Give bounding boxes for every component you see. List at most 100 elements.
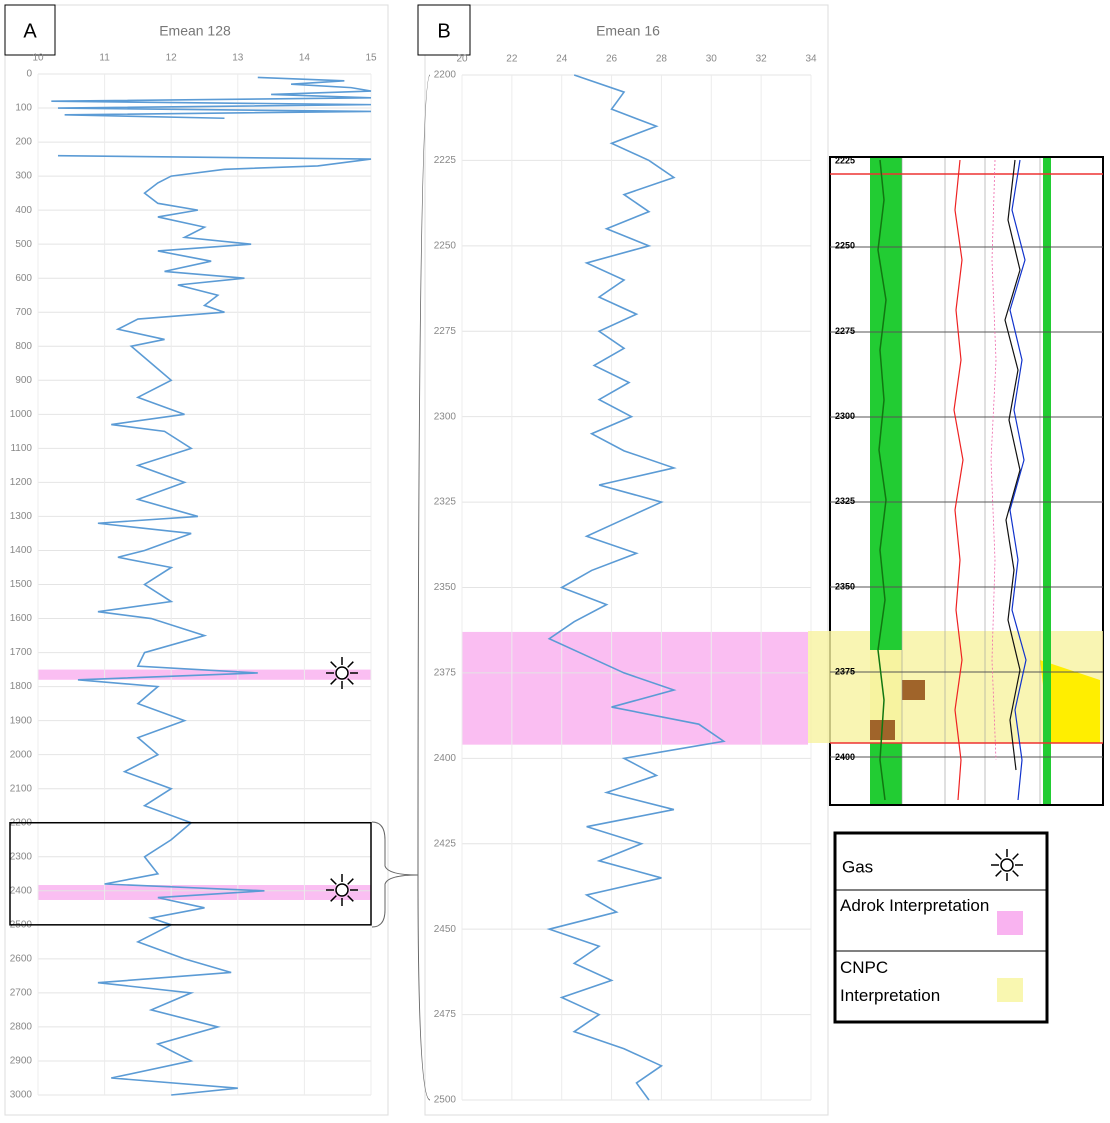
y-tick-label: 300 <box>15 171 32 182</box>
panel-label-box <box>417 4 471 56</box>
legend-label: Adrok Interpretation <box>840 896 990 915</box>
y-tick-label: 2900 <box>10 1056 33 1067</box>
y-tick-label: 200 <box>15 137 32 148</box>
x-tick-label: 32 <box>756 54 768 65</box>
gas-icon-ray <box>347 895 354 902</box>
y-tick-label: 2500 <box>434 1095 457 1106</box>
log-track <box>1043 158 1051 804</box>
well-log-depth: 2375 <box>835 667 855 677</box>
y-tick-label: 500 <box>15 239 32 250</box>
y-tick-label: 1700 <box>10 647 33 658</box>
adrok-band <box>38 885 371 900</box>
y-tick-label: 800 <box>15 341 32 352</box>
adrok-band <box>462 631 808 745</box>
gas-icon-ray <box>995 870 1002 877</box>
legend-label: CNPC Interpretation <box>840 958 941 1005</box>
well-log-depth: 2250 <box>835 241 855 251</box>
gas-icon-ray <box>330 895 337 902</box>
x-tick-label: 20 <box>456 54 468 65</box>
gas-icon-ray <box>1012 853 1019 860</box>
panel-frame <box>4 4 389 1116</box>
gas-icon-ray <box>347 878 354 885</box>
y-tick-label: 2350 <box>434 582 457 593</box>
y-tick-label: 2100 <box>10 783 33 794</box>
y-tick-label: 1800 <box>10 681 33 692</box>
log-fill <box>1040 660 1100 743</box>
chart-title: Emean 16 <box>596 23 660 39</box>
well-log-labels: 2225 2250 2275 2300 2325 2350 2375 2400 <box>835 155 855 761</box>
x-tick-label: 11 <box>99 53 110 64</box>
panel-label: A <box>23 20 37 42</box>
x-tick-label: 10 <box>32 53 44 64</box>
x-tick-label: 28 <box>656 54 668 65</box>
y-tick-label: 2475 <box>434 1009 457 1020</box>
x-tick-label: 34 <box>805 54 817 65</box>
y-tick-label: 2300 <box>434 411 457 422</box>
legend: Gas Adrok Interpretation CNPC Interpreta… <box>833 831 1049 1024</box>
gas-icon-ray <box>330 878 337 885</box>
y-tick-label: 2200 <box>434 70 457 81</box>
panel-label-box <box>4 4 56 56</box>
chart-title: Emean 128 <box>159 23 231 39</box>
x-tick-label: 13 <box>232 53 244 64</box>
gas-icons <box>326 657 1023 906</box>
gas-icon-ray <box>347 678 354 685</box>
y-tick-label: 3000 <box>10 1090 33 1101</box>
y-tick-label: 1300 <box>10 511 33 522</box>
legend-swatch <box>997 978 1023 1002</box>
y-tick-label: 900 <box>15 375 32 386</box>
x-tick-label: 22 <box>506 54 518 65</box>
log-fill <box>870 680 925 740</box>
data-line <box>546 74 726 1101</box>
zoom-box <box>9 821 372 926</box>
y-tick-label: 2375 <box>434 668 457 679</box>
gas-icon-core <box>335 666 349 680</box>
y-tick-label: 2400 <box>434 753 457 764</box>
data-line <box>57 154 372 1096</box>
x-tick-label: 15 <box>365 53 377 64</box>
legend-text-box: CNPC Interpretation <box>840 958 941 1005</box>
gas-icon-ray <box>330 661 337 668</box>
gas-icon-ray <box>330 678 337 685</box>
y-tick-label: 600 <box>15 273 32 284</box>
y-tick-label: 1200 <box>10 477 33 488</box>
well-log-depth: 2400 <box>835 752 855 762</box>
panel-label: B <box>437 20 450 42</box>
y-tick-label: 0 <box>26 69 32 80</box>
x-tick-label: 30 <box>706 54 718 65</box>
y-tick-label: 400 <box>15 205 32 216</box>
y-tick-label: 2225 <box>434 155 457 166</box>
y-tick-label: 2600 <box>10 954 33 965</box>
well-log-depth: 2275 <box>835 326 855 336</box>
gas-icon <box>326 657 358 689</box>
gas-icon-ray <box>1012 870 1019 877</box>
bracket <box>417 74 431 1101</box>
y-tick-label: 2000 <box>10 749 33 760</box>
y-tick-label: 2250 <box>434 240 457 251</box>
x-tick-label: 26 <box>606 54 618 65</box>
y-tick-label: 2400 <box>10 885 33 896</box>
y-tick-label: 2325 <box>434 497 457 508</box>
well-log-depth: 2300 <box>835 411 855 421</box>
well-log-depth: 2325 <box>835 496 855 506</box>
y-tick-label: 2700 <box>10 988 33 999</box>
legend-swatch <box>997 911 1023 935</box>
plots: 0 100 200 300 400 500 600 700 800 900 1000 1100 1200… <box>9 53 817 1106</box>
gas-icon-ray <box>347 661 354 668</box>
gas-icon-ray <box>995 853 1002 860</box>
y-tick-label: 2450 <box>434 924 457 935</box>
y-tick-label: 2300 <box>10 851 33 862</box>
x-tick-label: 24 <box>556 54 568 65</box>
y-tick-label: 2800 <box>10 1022 33 1033</box>
data-line <box>51 76 372 120</box>
y-tick-label: 1000 <box>10 409 33 420</box>
legend-text-box: Adrok Interpretation <box>840 896 990 915</box>
y-tick-label: 1600 <box>10 613 33 624</box>
y-tick-label: 1100 <box>10 443 32 454</box>
y-tick-label: 100 <box>15 103 32 114</box>
y-tick-label: 1500 <box>10 579 33 590</box>
y-tick-label: 1900 <box>10 715 33 726</box>
panel-frame <box>424 4 829 1116</box>
y-tick-label: 2425 <box>434 838 457 849</box>
